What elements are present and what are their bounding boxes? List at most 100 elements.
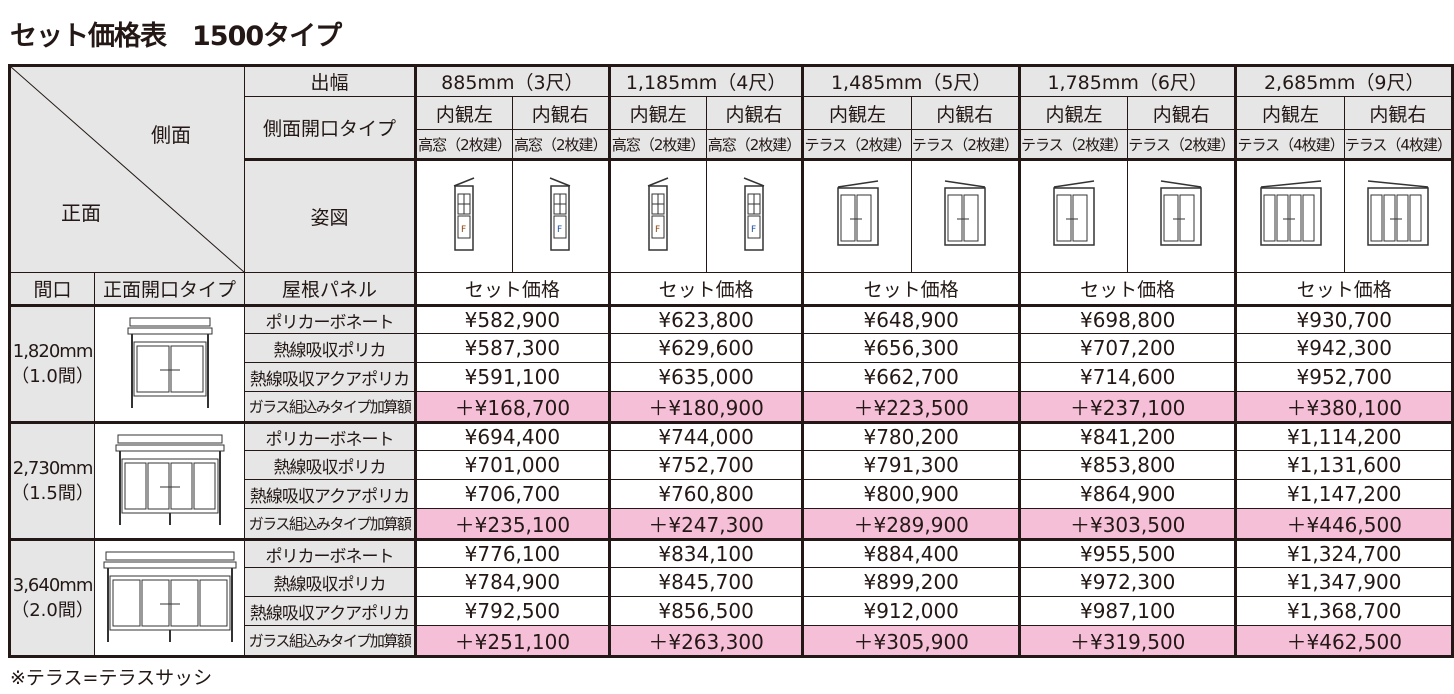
set-price: ¥912,000 — [801, 596, 1020, 626]
side-view-header: 内観左 — [607, 96, 707, 130]
set-price: ¥930,700 — [1234, 304, 1453, 334]
side-elevation-icon: F — [550, 177, 571, 251]
side-view-header: 内観左 — [1017, 96, 1129, 130]
side-type-header: テラス（4枚建） — [1234, 129, 1345, 160]
set-price: ¥845,700 — [607, 567, 804, 597]
corner-front-label: 正面 — [61, 201, 101, 225]
depth-header: 885mm（3尺） — [414, 65, 610, 97]
set-price: ¥623,800 — [607, 304, 804, 334]
addon-price: ＋¥303,500 — [1017, 508, 1237, 540]
roof-panel-name: 熱線吸収ポリカ — [244, 450, 416, 480]
set-price: ¥587,300 — [414, 333, 610, 363]
frontage-width: 2,730mm — [12, 457, 94, 479]
set-price: ¥706,700 — [414, 479, 610, 509]
set-price: ¥952,700 — [1234, 362, 1453, 392]
side-view-header: 内観左 — [414, 96, 513, 130]
front-elevation-icon — [127, 317, 213, 408]
side-elevation-icon — [836, 180, 879, 246]
addon-price: ＋¥305,900 — [801, 625, 1020, 657]
frontage-cell: 3,640mm （2.0間） — [8, 538, 96, 657]
set-price-header: セット価格 — [607, 272, 804, 306]
side-figure-cell — [1234, 158, 1345, 273]
front-opening-label: 正面開口タイプ — [94, 272, 245, 306]
set-price: ¥784,900 — [414, 567, 610, 597]
roof-panel-name: ポリカーボネート — [244, 421, 416, 451]
addon-price: ＋¥247,300 — [607, 508, 804, 540]
side-figure-cell — [910, 158, 1020, 273]
roof-panel-name: ポリカーボネート — [244, 304, 416, 334]
side-view-header: 内観右 — [705, 96, 804, 130]
side-figure-cell: F — [511, 158, 610, 273]
set-price: ¥714,600 — [1017, 362, 1237, 392]
set-price: ¥1,324,700 — [1234, 538, 1453, 568]
side-figure-cell: F — [705, 158, 804, 273]
set-price: ¥1,347,900 — [1234, 567, 1453, 597]
set-price-header: セット価格 — [801, 272, 1020, 306]
addon-price: ＋¥235,100 — [414, 508, 610, 540]
set-price: ¥884,400 — [801, 538, 1020, 568]
panel-label: F — [655, 225, 660, 235]
addon-price: ＋¥180,900 — [607, 391, 804, 423]
side-view-header: 内観左 — [1234, 96, 1345, 130]
side-figure-cell — [1017, 158, 1129, 273]
set-price: ¥834,100 — [607, 538, 804, 568]
side-elevation-icon — [944, 180, 986, 246]
figure-label: 姿図 — [244, 158, 416, 273]
roof-panel-name: 熱線吸収アクアポリカ — [244, 479, 416, 509]
depth-header: 1,485mm（5尺） — [801, 65, 1020, 97]
depth-header: 2,685mm（9尺） — [1234, 65, 1453, 97]
panel-label: F — [557, 225, 562, 235]
frontage-ken: （2.0間） — [11, 599, 94, 621]
side-view-header: 内観右 — [1127, 96, 1237, 130]
frontage-width: 1,820mm — [12, 340, 94, 362]
set-price: ¥1,368,700 — [1234, 596, 1453, 626]
side-view-header: 内観右 — [910, 96, 1020, 130]
side-elevation-icon — [1160, 180, 1203, 246]
set-price: ¥942,300 — [1234, 333, 1453, 363]
set-price: ¥582,900 — [414, 304, 610, 334]
frontage-width: 3,640mm — [12, 574, 94, 596]
set-price: ¥701,000 — [414, 450, 610, 480]
corner-header: 側面 正面 — [9, 65, 245, 273]
set-price: ¥987,100 — [1017, 596, 1237, 626]
set-price: ¥656,300 — [801, 333, 1020, 363]
set-price: ¥800,900 — [801, 479, 1020, 509]
frontage-ken: （1.0間） — [11, 365, 94, 387]
side-figure-cell: F — [414, 158, 513, 273]
roof-panel-name: ガラス組込みタイプ加算額 — [244, 391, 416, 423]
addon-price: ＋¥263,300 — [607, 625, 804, 657]
frontage-label: 間口 — [8, 272, 96, 306]
side-elevation-icon — [1053, 180, 1095, 246]
set-price: ¥760,800 — [607, 479, 804, 509]
set-price: ¥752,700 — [607, 450, 804, 480]
side-view-header: 内観左 — [801, 96, 912, 130]
depth-header: 1,185mm（4尺） — [607, 65, 804, 97]
side-figure-cell — [1343, 158, 1454, 273]
side-view-header: 内観右 — [511, 96, 610, 130]
side-figure-cell: F — [607, 158, 707, 273]
page-title: セット価格表 1500タイプ — [10, 21, 342, 52]
set-price: ¥856,500 — [607, 596, 804, 626]
roof-panel-name: 熱線吸収アクアポリカ — [244, 362, 416, 392]
addon-price: ＋¥319,500 — [1017, 625, 1237, 657]
side-type-header: テラス（2枚建） — [1017, 129, 1129, 160]
side-elevation-icon — [1367, 180, 1429, 246]
set-price-header: セット価格 — [414, 272, 610, 306]
roof-panel-name: 熱線吸収ポリカ — [244, 333, 416, 363]
roof-panel-label: 屋根パネル — [244, 272, 416, 306]
addon-price: ＋¥223,500 — [801, 391, 1020, 423]
front-elevation-icon — [103, 551, 237, 642]
set-price: ¥635,000 — [607, 362, 804, 392]
set-price: ¥1,114,200 — [1234, 421, 1453, 451]
side-elevation-icon: F — [454, 177, 475, 251]
frontage-cell: 2,730mm （1.5間） — [8, 421, 96, 540]
side-type-header: テラス（2枚建） — [801, 129, 912, 160]
set-price: ¥707,200 — [1017, 333, 1237, 363]
addon-price: ＋¥168,700 — [414, 391, 610, 423]
set-price: ¥648,900 — [801, 304, 1020, 334]
set-price: ¥955,500 — [1017, 538, 1237, 568]
roof-panel-name: ポリカーボネート — [244, 538, 416, 568]
frontage-cell: 1,820mm （1.0間） — [8, 304, 96, 423]
roof-panel-name: 熱線吸収アクアポリカ — [244, 596, 416, 626]
front-elevation-icon — [115, 434, 225, 525]
